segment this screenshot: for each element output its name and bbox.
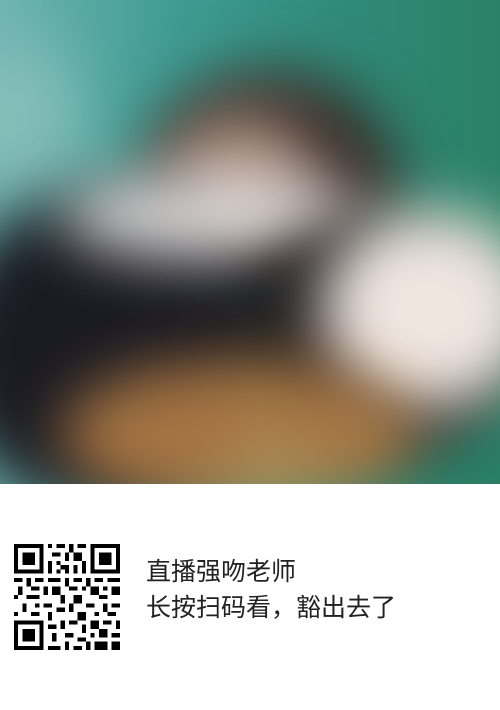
- caption-title: 直播强吻老师: [146, 557, 297, 586]
- caption-instruction: 长按扫码看，豁出去了: [146, 593, 397, 622]
- qr-code-icon[interactable]: [14, 544, 120, 650]
- blurred-photo: [0, 0, 500, 484]
- caption: 直播强吻老师 长按扫码看，豁出去了: [146, 554, 486, 626]
- share-footer: 直播强吻老师 长按扫码看，豁出去了: [0, 484, 500, 710]
